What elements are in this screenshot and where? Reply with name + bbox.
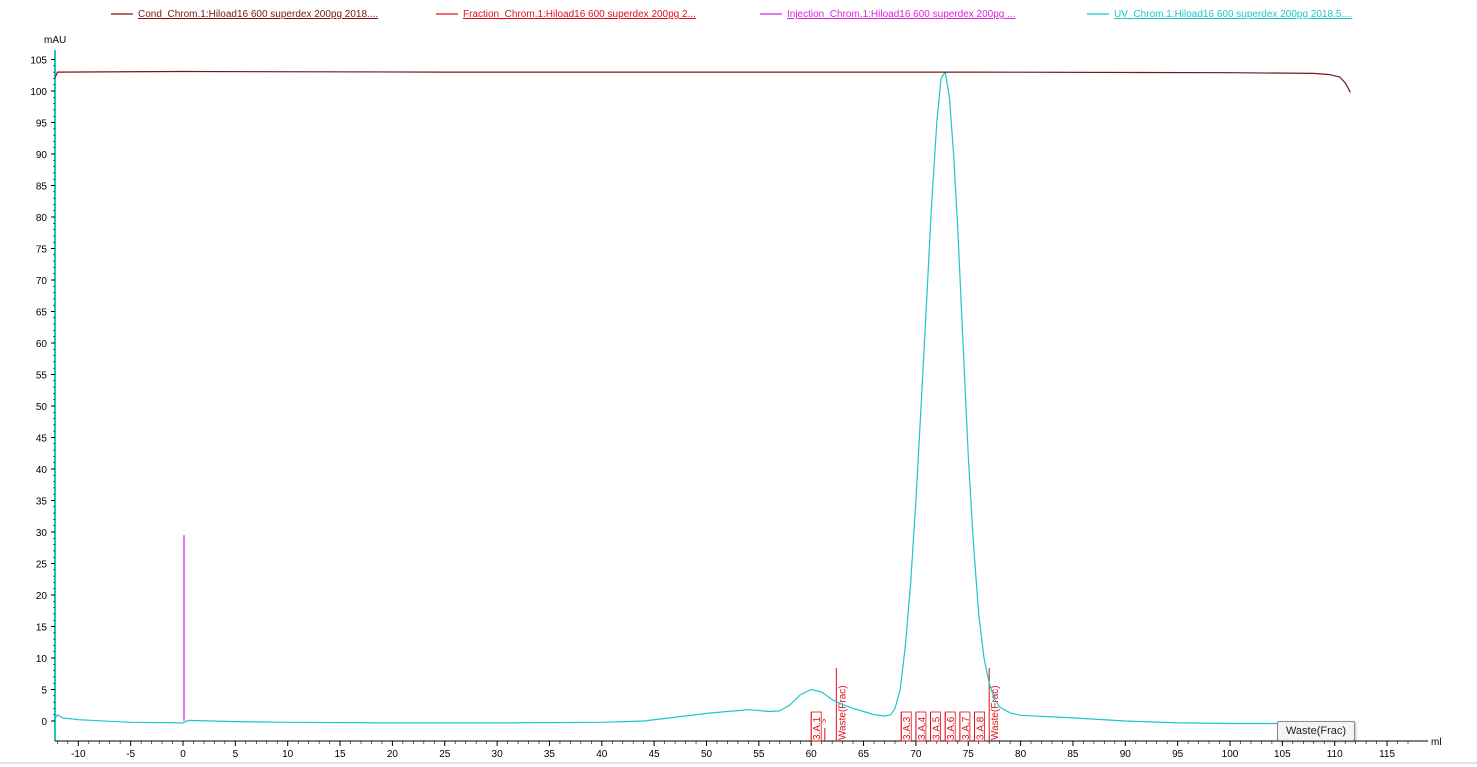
series-lines bbox=[53, 70, 1351, 725]
x-tick-label: 60 bbox=[806, 749, 818, 760]
fraction-box bbox=[959, 711, 971, 742]
y-tick-label: 60 bbox=[36, 339, 48, 350]
x-tick-label: 110 bbox=[1327, 749, 1343, 760]
y-tick-label: 30 bbox=[36, 528, 48, 539]
fraction-label: 3.A.7 bbox=[961, 716, 972, 740]
y-tick-label: 65 bbox=[36, 308, 48, 319]
y-tick-label: 55 bbox=[36, 371, 48, 382]
x-tick-label: 85 bbox=[1067, 749, 1079, 760]
x-tick-label: 45 bbox=[649, 749, 661, 760]
x-tick-label: 30 bbox=[492, 749, 504, 760]
x-tick-label: 50 bbox=[701, 749, 713, 760]
axes: mAUml05101520253035404550556065707580859… bbox=[0, 35, 1477, 764]
x-tick-label: 25 bbox=[439, 749, 451, 760]
y-tick-label: 10 bbox=[36, 654, 48, 665]
y-axis-unit: mAU bbox=[44, 35, 66, 46]
y-tick-label: 105 bbox=[30, 56, 47, 67]
fraction-label: 3.A.1 bbox=[812, 716, 823, 740]
fraction-box bbox=[810, 711, 822, 742]
x-tick-label: 100 bbox=[1222, 749, 1239, 760]
y-tick-label: 100 bbox=[30, 87, 47, 98]
y-tick-label: 75 bbox=[36, 245, 48, 256]
x-tick-label: -10 bbox=[71, 749, 86, 760]
chart-legend: Cond_Chrom.1:Hiload16 600 superdex 200pg… bbox=[111, 9, 1353, 20]
fraction-label: Waste(Frac) bbox=[990, 685, 1001, 740]
fraction-box bbox=[930, 711, 941, 742]
series-line bbox=[53, 71, 1335, 725]
x-tick-label: 15 bbox=[334, 749, 346, 760]
y-tick-label: 45 bbox=[36, 434, 48, 445]
x-tick-label: 40 bbox=[596, 749, 608, 760]
y-tick-label: 0 bbox=[41, 717, 47, 728]
y-tick-label: 40 bbox=[36, 465, 48, 476]
x-tick-label: 10 bbox=[282, 749, 294, 760]
fraction-label: 3.A.5 bbox=[932, 716, 943, 740]
fraction-box bbox=[974, 711, 985, 742]
fraction-label: 3.A.3 bbox=[902, 716, 913, 740]
y-tick-label: 25 bbox=[36, 560, 48, 571]
x-tick-label: 115 bbox=[1379, 749, 1395, 760]
y-tick-label: 85 bbox=[36, 182, 48, 193]
y-tick-label: 50 bbox=[36, 402, 48, 413]
y-tick-label: 35 bbox=[36, 497, 48, 508]
x-tick-label: 0 bbox=[180, 749, 186, 760]
fraction-label: 3.A.8 bbox=[976, 716, 987, 740]
x-tick-label: 70 bbox=[910, 749, 922, 760]
fraction-box bbox=[944, 711, 956, 742]
series-line bbox=[54, 70, 1351, 93]
fraction-label: 3.A.6 bbox=[946, 716, 957, 740]
legend-label: Cond_Chrom.1:Hiload16 600 superdex 200pg… bbox=[138, 9, 378, 20]
y-tick-label: 70 bbox=[36, 276, 48, 287]
legend-label: Injection_Chrom.1:Hiload16 600 superdex … bbox=[787, 9, 1015, 20]
x-tick-label: 95 bbox=[1172, 749, 1184, 760]
y-tick-label: 95 bbox=[36, 119, 48, 130]
x-axis-unit: ml bbox=[1431, 737, 1442, 748]
y-tick-label: 90 bbox=[36, 150, 48, 161]
x-tick-label: 65 bbox=[858, 749, 870, 760]
y-tick-label: 15 bbox=[36, 623, 48, 634]
fraction-label: Waste(Frac) bbox=[837, 685, 848, 740]
x-tick-label: 90 bbox=[1120, 749, 1132, 760]
y-tick-label: 20 bbox=[36, 591, 48, 602]
x-tick-label: 80 bbox=[1015, 749, 1027, 760]
x-tick-label: 55 bbox=[753, 749, 765, 760]
fraction-tooltip: Waste(Frac) bbox=[1277, 721, 1355, 741]
fraction-label: ^ bbox=[822, 718, 827, 729]
fraction-markers: 3.A.1^ Waste(Frac) 3.A.3 3.A.4 3.A.5 3.A.6 3.A… bbox=[810, 668, 1001, 742]
x-tick-label: 105 bbox=[1274, 749, 1291, 760]
x-tick-label: 20 bbox=[387, 749, 399, 760]
x-tick-label: -5 bbox=[126, 749, 135, 760]
legend-label: Fraction_Chrom.1:Hiload16 600 superdex 2… bbox=[463, 9, 696, 20]
y-tick-label: 5 bbox=[41, 686, 47, 697]
fraction-label: 3.A.4 bbox=[917, 716, 928, 740]
x-tick-label: 75 bbox=[963, 749, 975, 760]
fraction-box bbox=[915, 711, 927, 742]
legend-label: UV_Chrom.1:Hiload16 600 superdex 200pg 2… bbox=[1114, 9, 1353, 20]
x-tick-label: 35 bbox=[544, 749, 556, 760]
y-tick-label: 80 bbox=[36, 213, 48, 224]
fraction-box bbox=[900, 711, 912, 742]
x-tick-label: 5 bbox=[233, 749, 239, 760]
